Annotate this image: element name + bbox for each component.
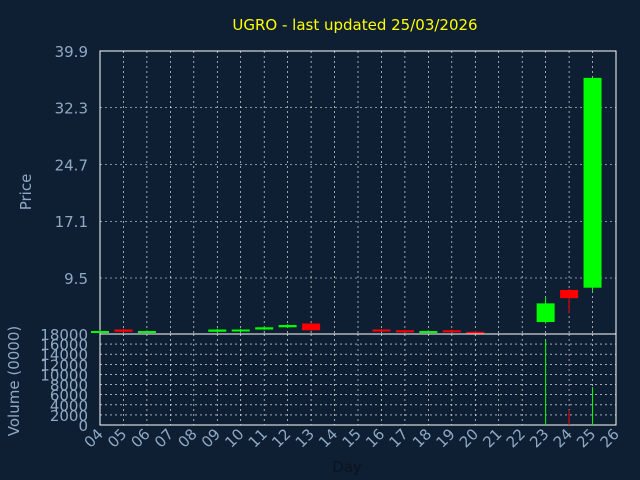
candle-body bbox=[91, 331, 109, 334]
x-tick-label: 23 bbox=[526, 425, 552, 451]
candle-body bbox=[114, 329, 133, 332]
x-tick-label: 15 bbox=[339, 425, 365, 451]
volume-tick-label: 12000 bbox=[40, 356, 88, 374]
price-tick-label: 17.1 bbox=[55, 213, 88, 231]
price-tick-label: 24.7 bbox=[55, 156, 88, 174]
x-tick-label: 16 bbox=[362, 425, 388, 451]
candle-body bbox=[442, 330, 461, 333]
volume-tick-label: 2000 bbox=[50, 407, 88, 425]
x-tick-label: 11 bbox=[245, 425, 271, 451]
volume-tick-label: 16000 bbox=[40, 336, 88, 354]
candle-body bbox=[137, 331, 156, 334]
x-tick-label: 08 bbox=[174, 425, 200, 451]
x-tick-label: 09 bbox=[198, 425, 224, 451]
x-tick-label: 21 bbox=[479, 425, 505, 451]
candle-body bbox=[419, 331, 438, 334]
x-tick-label: 13 bbox=[292, 425, 318, 451]
volume-axis-label: Volume (0000) bbox=[5, 326, 23, 436]
price-tick-label: 32.3 bbox=[55, 100, 88, 118]
x-tick-label: 22 bbox=[503, 425, 529, 451]
candle-body bbox=[231, 329, 250, 332]
x-tick-label: 14 bbox=[315, 425, 341, 451]
x-tick-label: 25 bbox=[573, 425, 599, 451]
x-tick-label: 12 bbox=[268, 425, 294, 451]
x-tick-label: 26 bbox=[597, 425, 623, 451]
chart-title: UGRO - last updated 25/03/2026 bbox=[232, 16, 477, 34]
price-tick-label: 39.9 bbox=[55, 43, 88, 61]
candle-body bbox=[208, 329, 227, 332]
x-tick-label: 06 bbox=[128, 425, 154, 451]
volume-tick-label: 18000 bbox=[40, 326, 88, 344]
x-tick-label: 17 bbox=[386, 425, 412, 451]
x-tick-label: 05 bbox=[104, 425, 130, 451]
candle-body bbox=[255, 327, 274, 330]
candle-body bbox=[466, 331, 485, 334]
x-tick-label: 24 bbox=[550, 425, 576, 451]
x-tick-label: 20 bbox=[456, 425, 482, 451]
price-tick-label: 9.5 bbox=[64, 270, 88, 288]
candle-body bbox=[560, 289, 579, 299]
volume-tick-label: 10000 bbox=[40, 366, 88, 384]
x-axis-label: Day bbox=[332, 458, 362, 476]
volume-tick-label: 4000 bbox=[50, 397, 88, 415]
volume-frame bbox=[99, 333, 617, 426]
volume-tick-label: 8000 bbox=[50, 377, 88, 395]
candle-body bbox=[583, 77, 602, 288]
x-tick-label: 10 bbox=[221, 425, 247, 451]
x-tick-label: 19 bbox=[432, 425, 458, 451]
volume-tick-label: 14000 bbox=[40, 346, 88, 364]
x-tick-label: 18 bbox=[409, 425, 435, 451]
volume-panel: 1800016000140001200010000800060004000200… bbox=[40, 326, 617, 435]
candle-body bbox=[395, 330, 414, 333]
candle-body bbox=[372, 329, 391, 332]
volume-tick-label: 0 bbox=[78, 417, 88, 435]
candle-body bbox=[278, 325, 297, 328]
candle-body bbox=[536, 303, 555, 323]
x-tick-labels: 0405060708091011121314151617181920212223… bbox=[81, 425, 623, 451]
price-panel: 39.9 32.3 24.7 17.1 9.5 bbox=[55, 43, 617, 335]
candle-body bbox=[302, 323, 321, 331]
x-tick-label: 07 bbox=[151, 425, 177, 451]
price-axis-label: Price bbox=[17, 174, 35, 211]
volume-tick-label: 6000 bbox=[50, 387, 88, 405]
